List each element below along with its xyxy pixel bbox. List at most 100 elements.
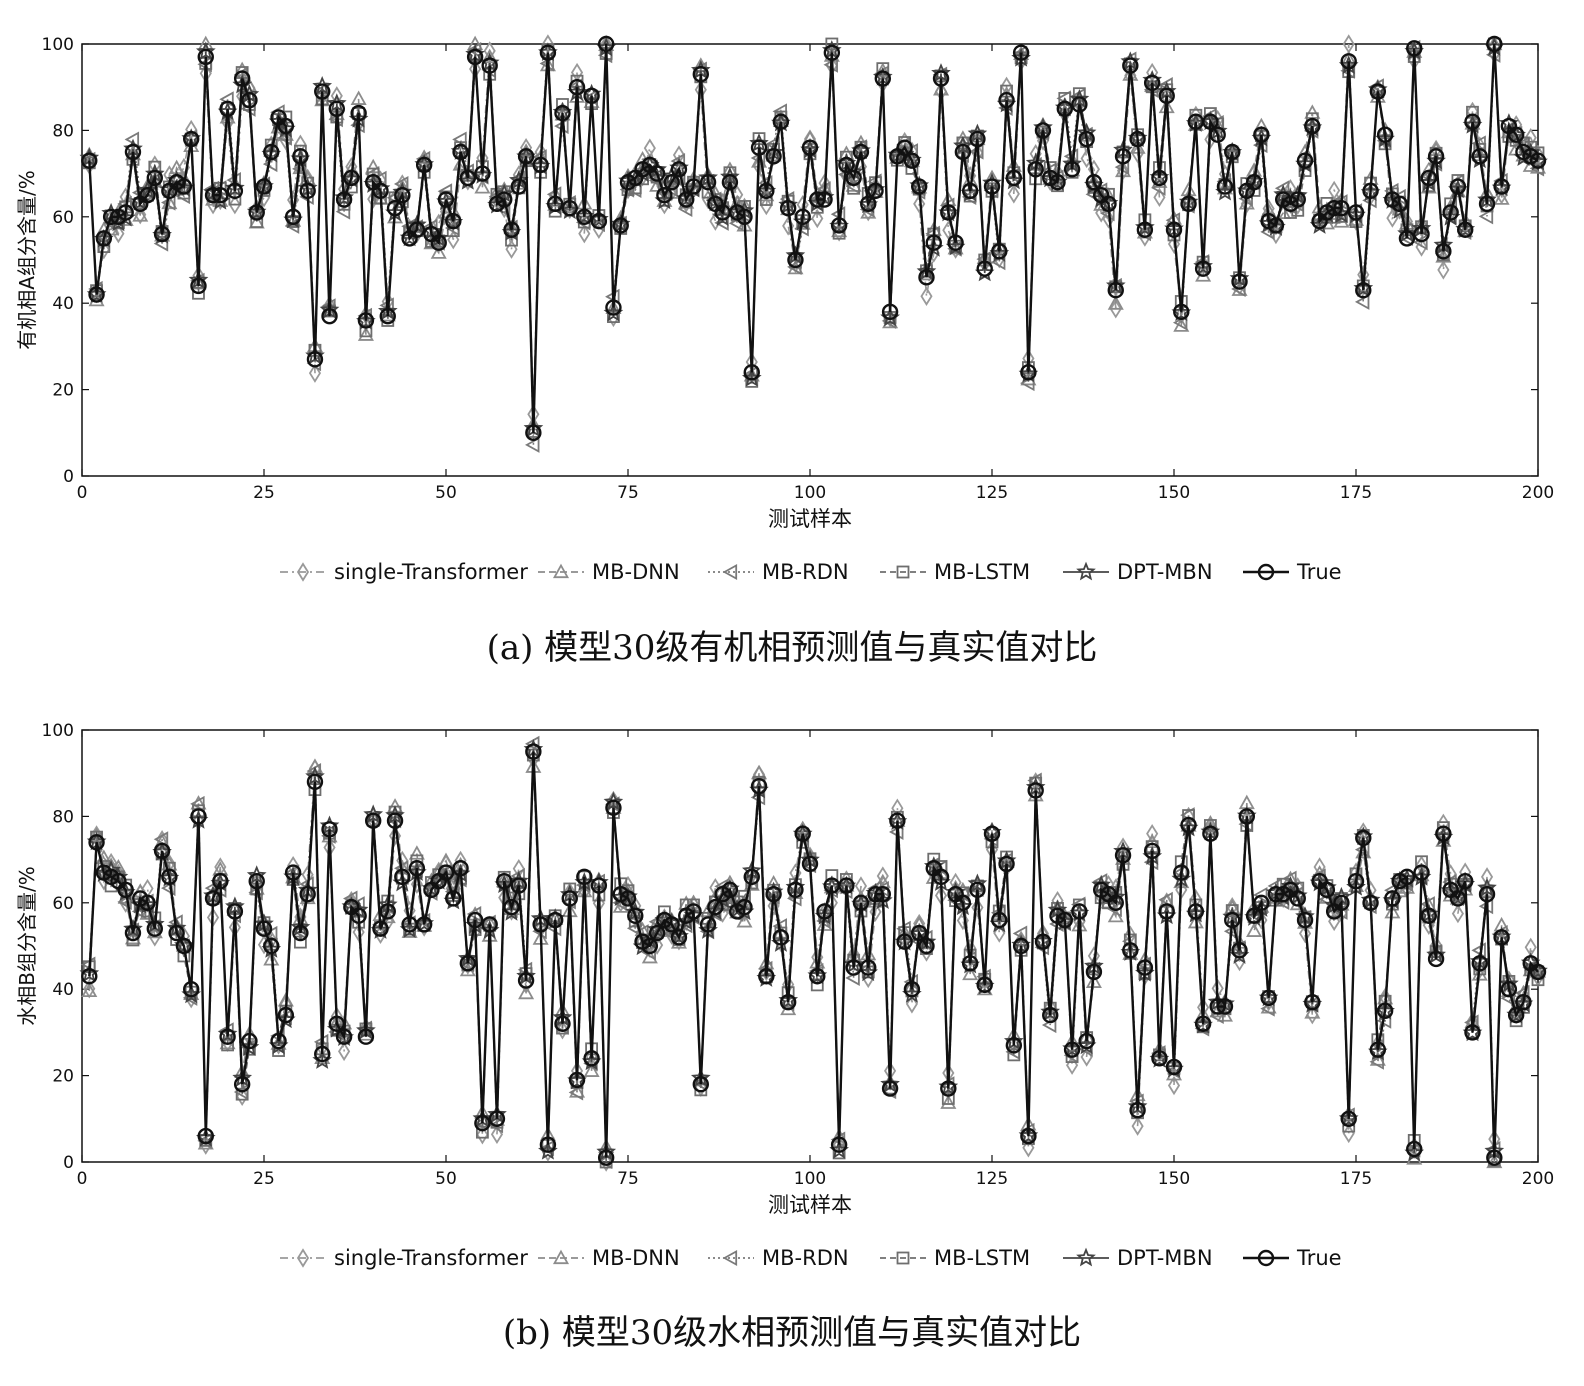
point-dpt-mbn-marker bbox=[749, 133, 769, 152]
point-single-transformer-marker bbox=[97, 239, 110, 260]
point-mb-rdn-marker bbox=[1231, 280, 1246, 297]
x-tick-label: 150 bbox=[1158, 483, 1190, 503]
point-mb-lstm-marker bbox=[1189, 108, 1203, 122]
point-mb-rdn-marker bbox=[1478, 208, 1494, 225]
y-tick-label: 20 bbox=[52, 381, 74, 401]
point-mb-lstm-marker bbox=[1204, 107, 1217, 120]
legend-item-single-transformer: single-Transformer bbox=[280, 1246, 528, 1270]
point-mb-rdn-marker bbox=[1413, 234, 1428, 251]
point-mb-dnn-marker bbox=[1493, 190, 1510, 205]
x-tick-label: 50 bbox=[435, 483, 457, 503]
x-tick-label: 200 bbox=[1522, 1169, 1554, 1189]
point-mb-lstm-marker bbox=[556, 98, 569, 111]
x-tick-label: 75 bbox=[617, 1169, 639, 1189]
point-mb-lstm-marker bbox=[701, 185, 715, 199]
plot-frame bbox=[81, 729, 1539, 1163]
point-mb-dnn-marker bbox=[1238, 195, 1255, 210]
point-dpt-mbn-marker bbox=[720, 166, 740, 186]
point-mb-rdn-marker bbox=[335, 203, 351, 220]
point-mb-lstm-marker bbox=[1284, 206, 1297, 219]
x-axis-label: 测试样本 bbox=[768, 1193, 852, 1217]
point-mb-rdn-marker bbox=[277, 129, 292, 146]
legend-label: MB-RDN bbox=[762, 1246, 849, 1270]
x-tick-label: 50 bbox=[435, 1169, 457, 1189]
point-mb-lstm-marker bbox=[847, 181, 861, 195]
point-dpt-mbn-marker bbox=[305, 345, 325, 365]
chart-b: 0 25 50 75 100 125 150 175 200 0 20 40 60 80 100 测试样本 水相… bbox=[15, 721, 1554, 1270]
point-single-transformer-marker bbox=[1437, 260, 1450, 280]
point-single-transformer-marker bbox=[1131, 144, 1144, 164]
point-single-transformer-marker bbox=[1328, 180, 1341, 201]
x-tick-label: 175 bbox=[1340, 483, 1372, 503]
point-mb-lstm-marker bbox=[228, 192, 242, 206]
legend-item-mb-rdn: MB-RDN bbox=[708, 1246, 849, 1270]
point-mb-dnn-marker bbox=[1231, 281, 1248, 296]
chart-panel-a: 0 25 50 75 100 125 150 175 200 0 20 40 60 80 100 测试样本 有机… bbox=[15, 34, 1555, 668]
point-mb-lstm-marker bbox=[825, 37, 839, 51]
point-single-transformer-marker bbox=[469, 59, 482, 79]
legend-label: MB-LSTM bbox=[934, 1246, 1030, 1270]
point-mb-dnn-marker bbox=[1107, 295, 1124, 310]
point-dpt-mbn-marker bbox=[931, 63, 951, 82]
point-single-transformer-marker bbox=[578, 223, 591, 244]
legend-item-mb-dnn: MB-DNN bbox=[538, 1246, 680, 1270]
point-mb-dnn-marker bbox=[430, 244, 447, 259]
legend-item-true: True bbox=[1243, 1246, 1342, 1270]
x-tick-label: 100 bbox=[794, 1169, 826, 1189]
point-mb-lstm-marker bbox=[1058, 92, 1072, 105]
point-single-transformer-marker bbox=[811, 208, 824, 229]
x-tick-label: 0 bbox=[77, 483, 88, 503]
y-tick-label: 20 bbox=[52, 1067, 74, 1087]
point-dpt-mbn-marker bbox=[953, 135, 973, 155]
point-mb-lstm-marker bbox=[366, 167, 380, 181]
point-single-transformer-marker bbox=[913, 194, 926, 214]
point-mb-dnn-marker bbox=[350, 90, 367, 105]
point-mb-lstm-marker bbox=[1305, 112, 1319, 126]
y-tick-label: 80 bbox=[52, 121, 74, 141]
x-axis-label: 测试样本 bbox=[768, 507, 852, 531]
x-tick-label: 150 bbox=[1158, 1169, 1190, 1189]
point-single-transformer-marker bbox=[760, 195, 773, 216]
point-single-transformer-marker bbox=[185, 119, 198, 140]
point-single-transformer-marker bbox=[920, 286, 933, 306]
legend-label: MB-DNN bbox=[592, 1246, 680, 1270]
point-mb-dnn-marker bbox=[161, 194, 178, 210]
point-single-transformer-marker bbox=[1102, 209, 1115, 229]
point-mb-rdn-marker bbox=[1354, 293, 1370, 310]
x-tick-label: 25 bbox=[253, 1169, 275, 1189]
point-dpt-mbn-marker bbox=[312, 75, 333, 95]
point-single-transformer-marker bbox=[279, 131, 292, 151]
point-single-transformer-marker bbox=[228, 195, 241, 215]
x-tick-label: 125 bbox=[976, 1169, 1008, 1189]
point-mb-lstm-marker bbox=[192, 286, 205, 300]
y-axis-label: 有机相A组分含量/% bbox=[15, 170, 39, 349]
x-tick-label: 75 bbox=[617, 483, 639, 503]
axes: 0 25 50 75 100 125 150 175 200 0 20 40 60 80 100 bbox=[42, 35, 1555, 503]
y-axis-label: 水相B组分含量/% bbox=[15, 866, 39, 1025]
legend-label: True bbox=[1296, 1246, 1342, 1270]
y-tick-label: 80 bbox=[52, 807, 74, 827]
point-single-transformer-marker bbox=[1153, 187, 1166, 208]
point-single-transformer-marker bbox=[308, 363, 322, 383]
point-dpt-mbn-marker bbox=[326, 93, 347, 113]
point-single-transformer-marker bbox=[505, 239, 518, 259]
plot-frame bbox=[81, 43, 1539, 477]
x-tick-label: 100 bbox=[794, 483, 826, 503]
point-single-transformer-marker bbox=[221, 112, 234, 133]
point-mb-dnn-marker bbox=[357, 326, 374, 341]
point-mb-lstm-marker bbox=[876, 62, 890, 76]
point-single-transformer-marker bbox=[1510, 115, 1523, 135]
point-single-transformer-marker bbox=[1007, 184, 1020, 204]
y-tick-label: 60 bbox=[52, 894, 74, 914]
legend-item-mb-lstm: MB-LSTM bbox=[880, 1246, 1030, 1270]
x-tick-label: 25 bbox=[253, 483, 275, 503]
point-mb-rdn-marker bbox=[525, 436, 540, 453]
legend: single-Transformer MB-DNN MB-RDN MB-LSTM DPT… bbox=[280, 1246, 1342, 1270]
x-tick-label: 0 bbox=[77, 1169, 88, 1189]
point-single-transformer-marker bbox=[1167, 234, 1181, 254]
x-tick-label: 175 bbox=[1340, 1169, 1372, 1189]
y-tick-label: 40 bbox=[52, 980, 74, 1000]
legend-item-dpt-mbn: DPT-MBN bbox=[1063, 1246, 1213, 1270]
point-single-transformer-marker bbox=[1109, 299, 1122, 319]
y-tick-label: 0 bbox=[63, 1153, 74, 1173]
